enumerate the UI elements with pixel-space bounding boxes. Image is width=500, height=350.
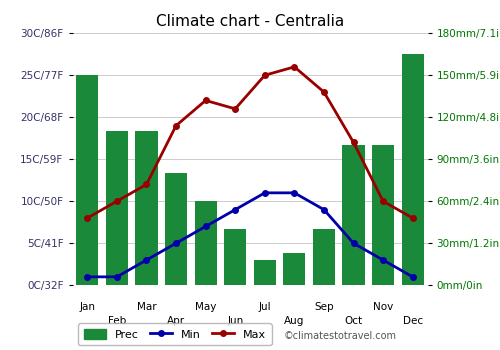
Text: Mar: Mar	[136, 302, 156, 312]
Text: Jun: Jun	[227, 316, 244, 326]
Text: Oct: Oct	[344, 316, 362, 326]
Bar	[402, 54, 424, 285]
Text: Jan: Jan	[80, 302, 96, 312]
Text: Feb: Feb	[108, 316, 126, 326]
Bar	[136, 131, 158, 285]
Text: Dec: Dec	[402, 316, 423, 326]
Text: Jul: Jul	[258, 302, 271, 312]
Legend: Prec, Min, Max: Prec, Min, Max	[78, 323, 272, 345]
Text: Sep: Sep	[314, 302, 334, 312]
Text: Aug: Aug	[284, 316, 304, 326]
Bar	[224, 229, 246, 285]
Text: Nov: Nov	[373, 302, 393, 312]
Bar	[194, 201, 216, 285]
Bar	[76, 75, 98, 285]
Text: ©climatestotravel.com: ©climatestotravel.com	[284, 331, 397, 341]
Title: Climate chart - Centralia: Climate chart - Centralia	[156, 14, 344, 29]
Text: May: May	[195, 302, 216, 312]
Bar	[165, 173, 187, 285]
Bar	[313, 229, 335, 285]
Bar	[342, 145, 364, 285]
Bar	[254, 260, 276, 285]
Bar	[284, 253, 306, 285]
Text: Apr: Apr	[167, 316, 185, 326]
Bar	[372, 145, 394, 285]
Bar	[106, 131, 128, 285]
